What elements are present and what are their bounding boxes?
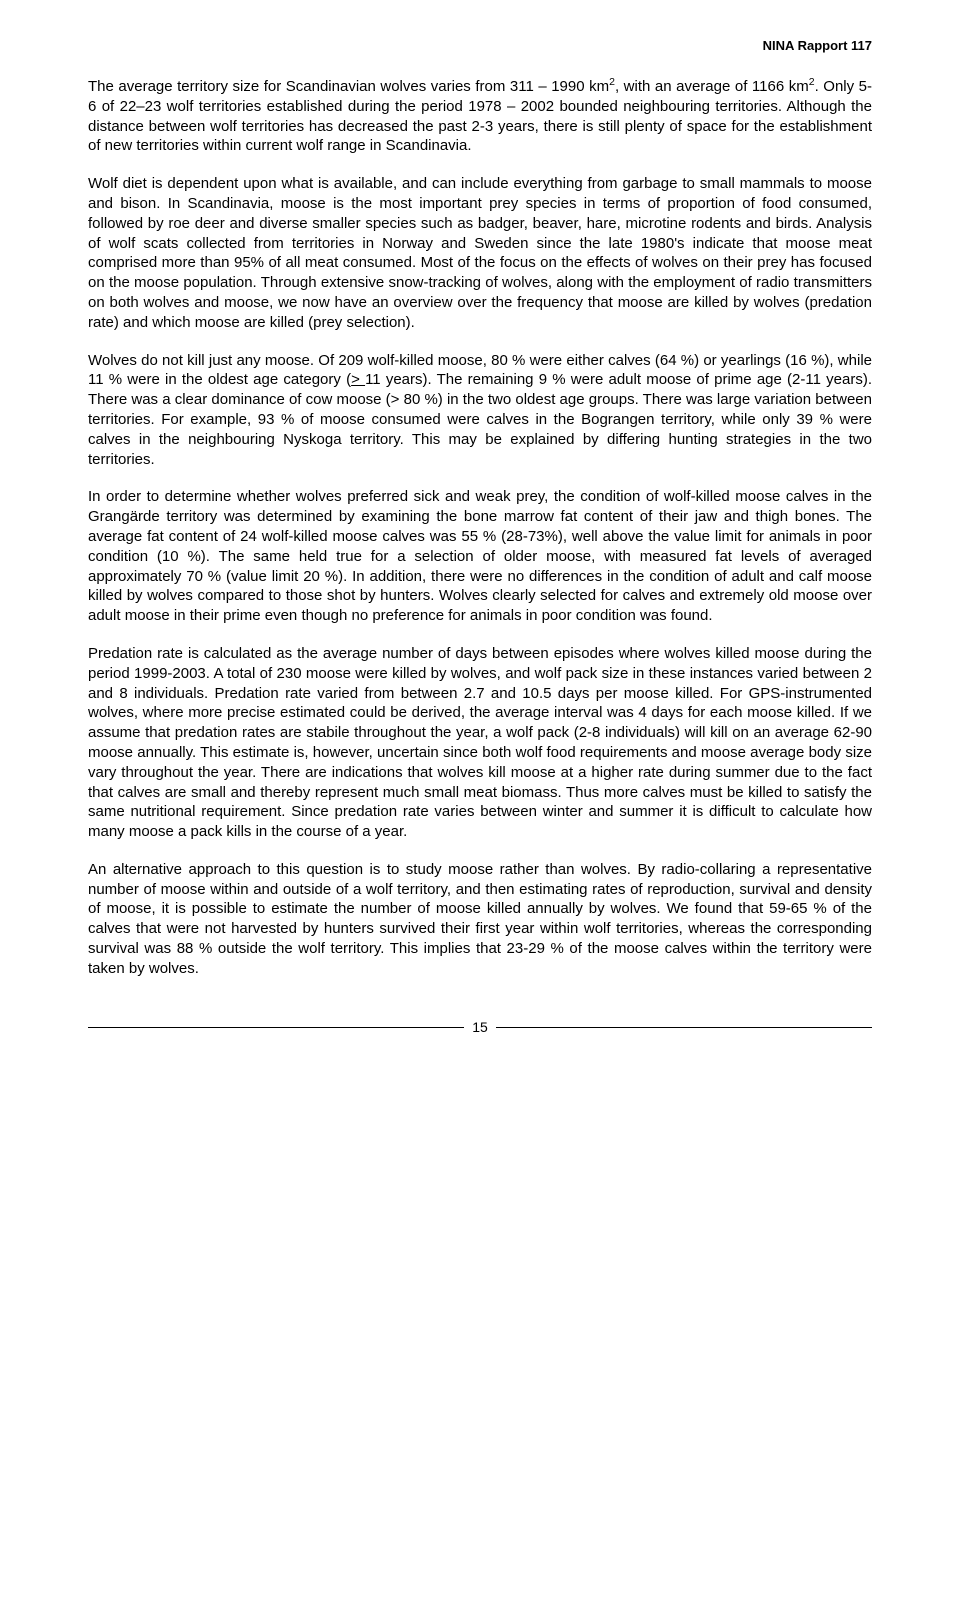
paragraph-2: Wolf diet is dependent upon what is avai… (88, 174, 872, 332)
paragraph-6: An alternative approach to this question… (88, 860, 872, 979)
page-number-value: 15 (464, 1019, 496, 1035)
paragraph-3: Wolves do not kill just any moose. Of 20… (88, 351, 872, 470)
paragraph-4: In order to determine whether wolves pre… (88, 487, 872, 626)
paragraph-5: Predation rate is calculated as the aver… (88, 644, 872, 842)
report-header: NINA Rapport 117 (88, 38, 872, 53)
gte-symbol: > (351, 371, 365, 388)
paragraph-1-text: The average territory size for Scandinav… (88, 78, 872, 154)
page-number: 15 (88, 1019, 872, 1035)
paragraph-1: The average territory size for Scandinav… (88, 77, 872, 156)
